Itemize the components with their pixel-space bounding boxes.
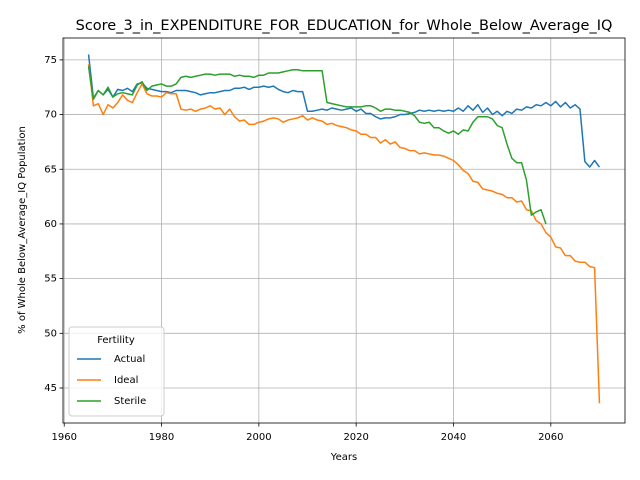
x-tick-label: 1960 bbox=[51, 432, 76, 443]
y-tick-label: 50 bbox=[44, 328, 57, 339]
legend-label: Actual bbox=[114, 354, 145, 365]
legend: Fertility Actual Ideal Sterile bbox=[68, 326, 165, 417]
line-series bbox=[87, 66, 547, 225]
legend-title: Fertility bbox=[97, 335, 135, 346]
y-axis-label: % of Whole Below_Average_IQ Population bbox=[17, 126, 28, 334]
y-tick-label: 75 bbox=[44, 55, 57, 66]
y-tick-label: 60 bbox=[44, 219, 57, 230]
legend-label: Sterile bbox=[114, 396, 146, 407]
line-series bbox=[87, 64, 601, 404]
x-tick-label: 1980 bbox=[149, 432, 174, 443]
legend-label: Ideal bbox=[114, 375, 138, 386]
axes-frame bbox=[62, 37, 626, 424]
y-tick-label: 70 bbox=[44, 110, 57, 121]
legend-box bbox=[68, 326, 165, 417]
chart-title: Score_3_in_EXPENDITURE_FOR_EDUCATION_for… bbox=[76, 18, 613, 34]
y-tick-label: 55 bbox=[44, 274, 57, 285]
x-tick-label: 2060 bbox=[538, 432, 563, 443]
line-series bbox=[87, 54, 601, 168]
x-tick-label: 2040 bbox=[441, 432, 466, 443]
x-tick-label: 2000 bbox=[246, 432, 271, 443]
y-tick-label: 45 bbox=[44, 383, 57, 394]
x-tick-label: 2020 bbox=[343, 432, 368, 443]
x-axis-label: Years bbox=[330, 452, 357, 463]
y-tick-label: 65 bbox=[44, 164, 57, 175]
